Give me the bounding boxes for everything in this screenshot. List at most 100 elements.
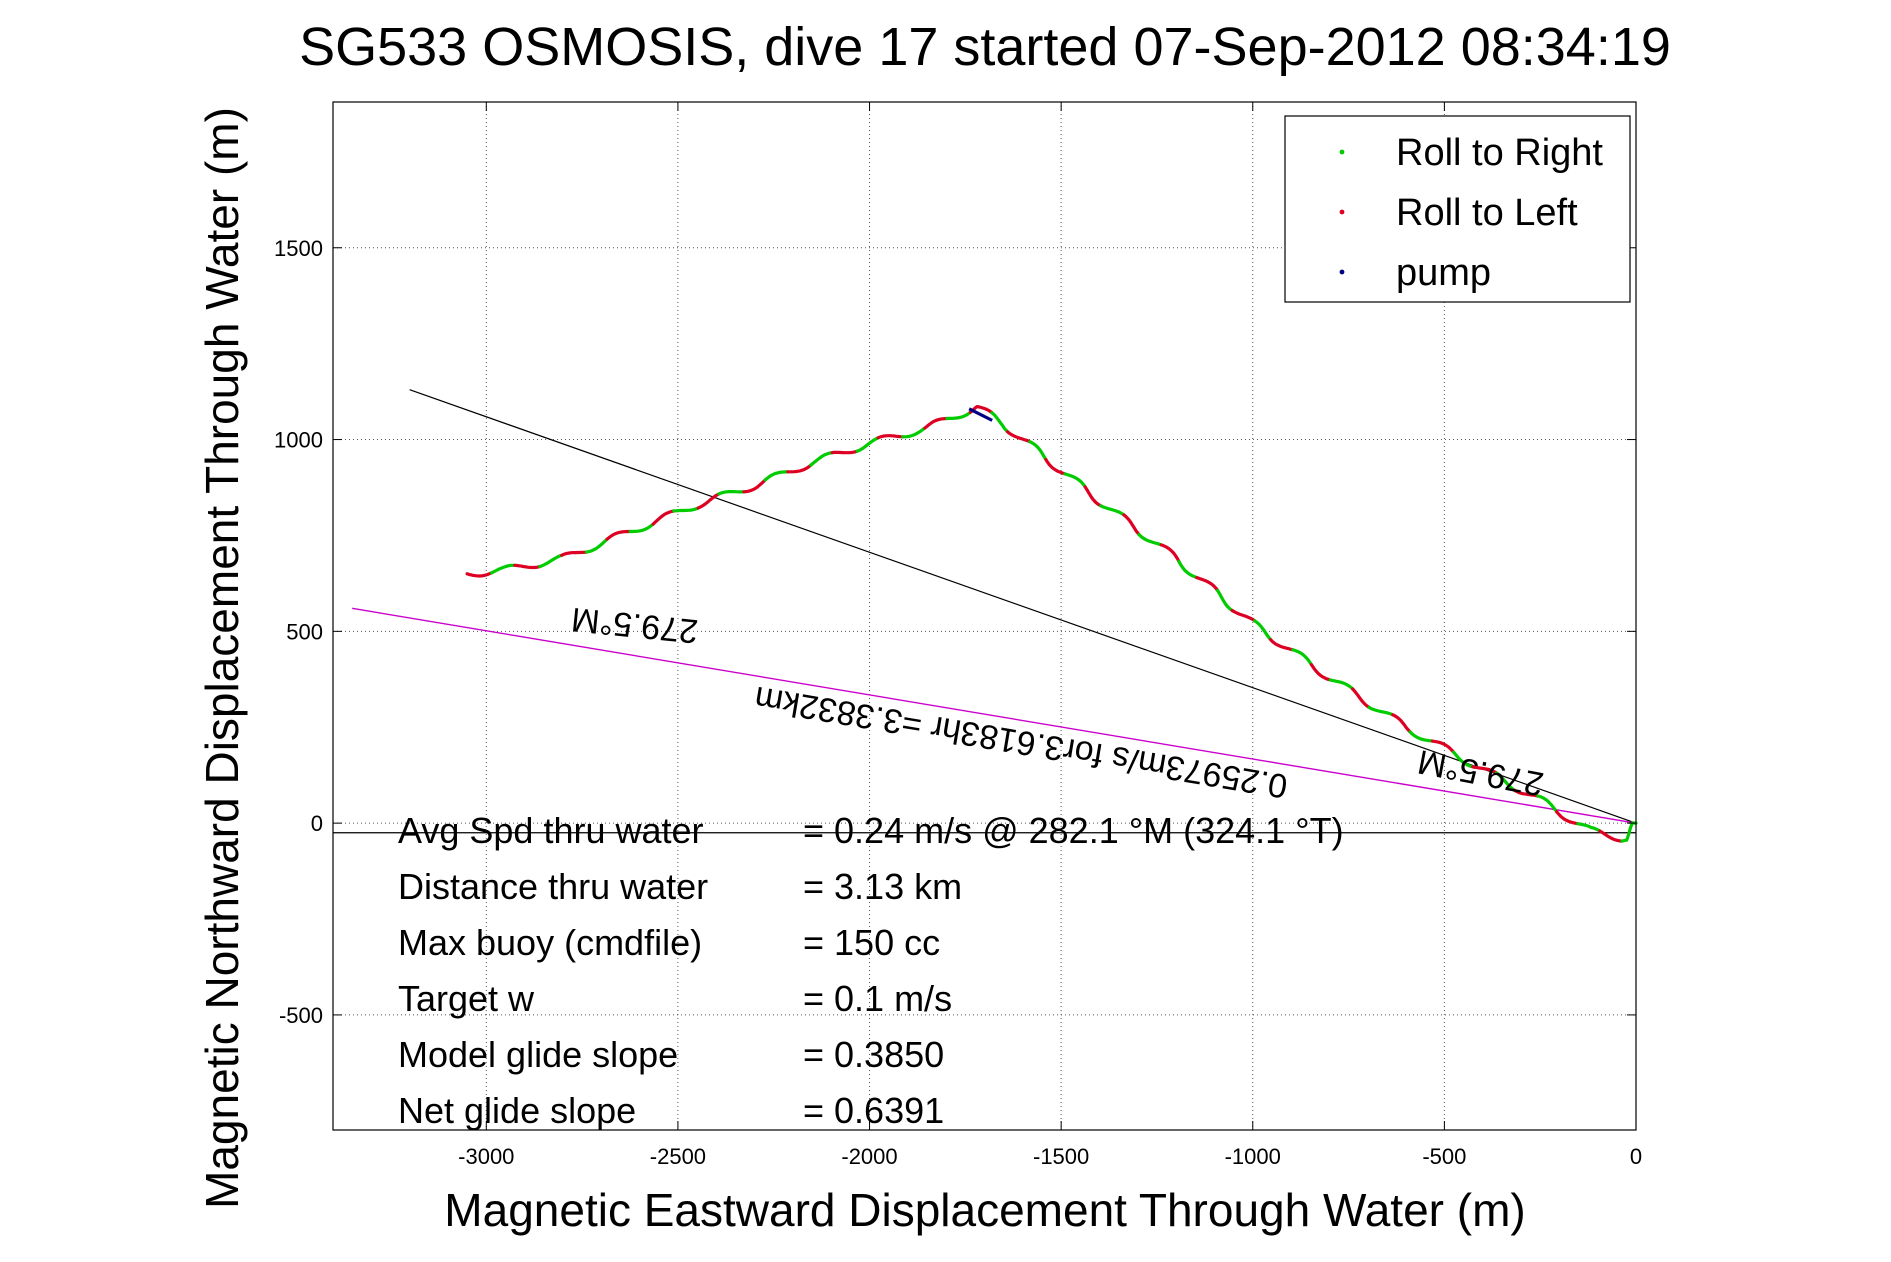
annotation-text: 279.5°M (1415, 742, 1547, 803)
track-segment (990, 411, 1010, 434)
annotations: 279.5°M 0.25973m/s for3.6183hr =3.3832km 2… (570, 600, 1547, 805)
track-segment (651, 509, 676, 526)
track-segment (1083, 485, 1103, 508)
legend-label: Roll to Left (1396, 192, 1578, 234)
track-segment (1028, 440, 1048, 462)
legend-marker (1339, 209, 1345, 215)
track-segment (1576, 822, 1602, 833)
annotation-text: 0.25973m/s for3.6183hr =3.3832km (752, 679, 1291, 806)
track-segment (1451, 750, 1475, 769)
track-segment (1598, 829, 1624, 843)
track-segment (1195, 575, 1220, 593)
track-segment (1122, 513, 1141, 537)
stat-label: Model glide slope (398, 1034, 678, 1075)
track-segment (1177, 559, 1199, 580)
y-tick-label: 0 (311, 811, 323, 836)
track-segment (855, 436, 880, 453)
stat-label: Max buoy (cmdfile) (398, 922, 702, 963)
track-segment (786, 463, 813, 474)
stat-label: Avg Spd thru water (398, 810, 704, 851)
axis-ticks: -3000 -2500 -2000 -1500 -1000 -500 0 -500 0 500 10… (274, 102, 1642, 1169)
legend-label: pump (1396, 252, 1491, 294)
track-segment (696, 492, 721, 510)
stat-label: Target w (398, 978, 535, 1019)
track-segment (901, 426, 927, 439)
stat-value: = 0.24 m/s @ 282.1 °M (324.1 °T) (803, 810, 1344, 851)
track-segment (584, 537, 609, 554)
stat-label: Net glide slope (398, 1090, 636, 1131)
y-tick-label: 1000 (274, 428, 323, 453)
track-segment (465, 571, 494, 578)
stat-label: Distance thru water (398, 866, 708, 907)
x-tick-label: -1000 (1225, 1144, 1281, 1169)
track-segment (560, 550, 589, 557)
track-segment (830, 449, 859, 455)
track-segment (1328, 678, 1355, 691)
track-segment (763, 470, 790, 482)
track-segment (945, 410, 973, 421)
stat-value: = 0.1 m/s (803, 978, 952, 1019)
stat-value: = 3.13 km (803, 866, 962, 907)
legend: Roll to Right Roll to Left pump (1284, 115, 1631, 303)
track-segment (876, 434, 905, 440)
track-segment (1215, 588, 1234, 613)
net-displacement-line (352, 607, 1637, 824)
track-segment (1494, 771, 1516, 792)
track-segment (809, 451, 834, 467)
stat-value: = 0.6391 (803, 1090, 944, 1131)
legend-marker (1339, 149, 1345, 155)
y-tick-label: 1500 (274, 236, 323, 261)
track-segment (1620, 821, 1638, 843)
track-segment (1408, 730, 1435, 743)
track-segment (538, 553, 564, 569)
track-series (465, 404, 1638, 843)
chart-title: SG533 OSMOSIS, dive 17 started 07-Sep-20… (299, 17, 1671, 77)
track-segment (1253, 619, 1273, 642)
track-segment (1430, 739, 1456, 754)
track-segment (1005, 430, 1032, 444)
track-segment (1367, 705, 1395, 717)
stat-value: = 0.3850 (803, 1034, 944, 1075)
track-segment (1309, 663, 1332, 682)
track-segment (1044, 458, 1067, 476)
track-segment (1391, 713, 1412, 734)
track-segment (628, 522, 655, 534)
track-segment (1291, 648, 1314, 667)
track-segment (672, 506, 700, 513)
track-segment (513, 563, 542, 570)
y-tick-label: -500 (279, 1003, 323, 1028)
reference-lines (333, 389, 1637, 834)
x-tick-label: -1500 (1033, 1144, 1089, 1169)
track-segment (923, 416, 949, 430)
x-tick-label: 0 (1630, 1144, 1642, 1169)
track-segment (1063, 472, 1087, 489)
track-segment (742, 478, 767, 494)
track-segment (1230, 608, 1257, 623)
stats-block: Avg Spd thru water = 0.24 m/s @ 282.1 °M … (398, 810, 1344, 1131)
x-tick-label: -3000 (458, 1144, 514, 1169)
track-segment (1471, 765, 1499, 775)
stat-value: = 150 cc (803, 922, 940, 963)
track-segment (717, 490, 746, 496)
track-segment (1512, 788, 1540, 798)
track-segment (1099, 504, 1126, 517)
y-tick-label: 500 (286, 619, 323, 644)
track-segment (489, 563, 517, 575)
y-axis-label: Magnetic Northward Displacement Through … (196, 107, 248, 1209)
track-segment (1555, 810, 1580, 826)
x-tick-label: -500 (1422, 1144, 1466, 1169)
heading-line (409, 389, 1637, 824)
track-segment (1159, 543, 1181, 564)
track-segment (1269, 638, 1295, 652)
pump-segment (968, 407, 993, 422)
legend-marker (1339, 269, 1345, 275)
annotation-text: 279.5°M (570, 600, 700, 650)
track-segment (1137, 532, 1163, 547)
legend-label: Roll to Right (1396, 132, 1603, 174)
track-segment (605, 529, 632, 541)
track-segment (1351, 687, 1371, 710)
track-segment (1536, 794, 1559, 814)
x-tick-label: -2500 (650, 1144, 706, 1169)
x-tick-label: -2000 (841, 1144, 897, 1169)
